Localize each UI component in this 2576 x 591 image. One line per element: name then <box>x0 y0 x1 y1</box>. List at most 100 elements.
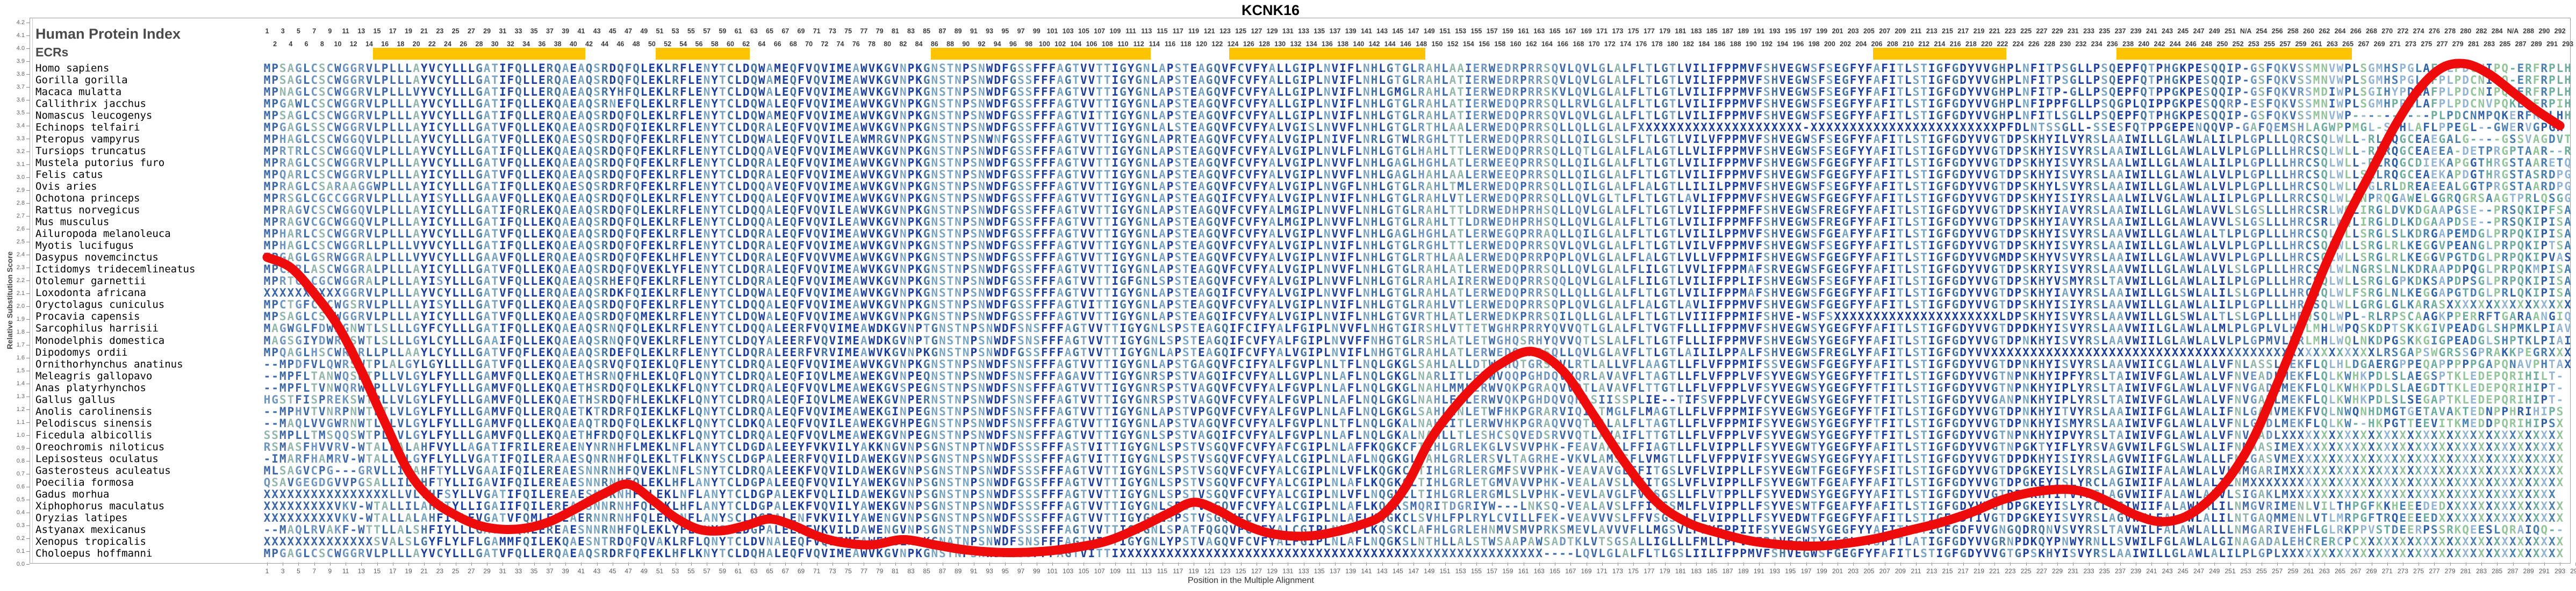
species-label: Dipodomys ordii <box>35 346 128 358</box>
x-tick-label: 241 <box>2146 567 2157 575</box>
ruler-number: 16 <box>381 40 389 48</box>
x-tick <box>1696 563 1697 566</box>
ruler-number: 214 <box>1934 40 1946 48</box>
x-tick-label: 159 <box>1502 567 1513 575</box>
x-tick-label: 115 <box>1157 567 1168 575</box>
x-tick <box>628 563 629 566</box>
ruler-number: 135 <box>1314 27 1325 35</box>
ruler-number: 261 <box>2310 40 2322 48</box>
ruler-number: 188 <box>1730 40 1741 48</box>
ruler-number: 167 <box>1565 27 1576 35</box>
y-tick <box>26 538 30 539</box>
x-tick <box>1052 563 1053 566</box>
ruler-number: 4 <box>289 40 293 48</box>
plot-border <box>30 18 2571 564</box>
x-tick-label: 231 <box>2068 567 2079 575</box>
sequence-row: --MPFLTVNWQRWTPLLVLGYLFYLLLGAMVFQLLEKQAE… <box>263 381 2564 394</box>
x-tick-label: 285 <box>2492 567 2503 575</box>
ruler-number: 60 <box>727 40 734 48</box>
ruler-number: 228 <box>2044 40 2055 48</box>
x-tick <box>581 563 582 566</box>
ruler-number: 48 <box>632 40 640 48</box>
species-label: Pteropus vampyrus <box>35 133 140 146</box>
ruler-number: 136 <box>1321 40 1333 48</box>
ruler-number: 165 <box>1549 27 1561 35</box>
y-tick <box>26 564 30 565</box>
sequence-row: MPSAGLCSCWGGRVLPLLLAYICYLLLGATVFQLLEKQAE… <box>263 310 2571 323</box>
y-tick <box>26 422 30 423</box>
ruler-number: 204 <box>1855 40 1867 48</box>
x-tick-label: 289 <box>2523 567 2534 575</box>
x-tick <box>2183 563 2184 566</box>
ruler-number: 287 <box>2515 40 2527 48</box>
ruler-number: 156 <box>1479 40 1490 48</box>
y-tick <box>26 216 30 217</box>
ruler-number: 177 <box>1643 27 1655 35</box>
x-tick-label: 53 <box>672 567 679 575</box>
y-tick <box>26 203 30 204</box>
x-tick-label: 117 <box>1173 567 1183 575</box>
y-tick-label: 1.7 <box>16 342 25 348</box>
ruler-number: 12 <box>349 40 357 48</box>
x-tick-label: 281 <box>2460 567 2471 575</box>
ruler-number: 128 <box>1259 40 1270 48</box>
ruler-number: 132 <box>1290 40 1302 48</box>
x-tick-label: 187 <box>1722 567 1733 575</box>
x-tick-label: 33 <box>514 567 522 575</box>
ruler-number: 35 <box>530 27 538 35</box>
x-tick-label: 275 <box>2413 567 2424 575</box>
x-tick <box>1570 563 1572 566</box>
ruler-number: 73 <box>828 27 836 35</box>
x-tick <box>848 563 849 566</box>
ruler-number: 220 <box>1981 40 1993 48</box>
species-label: Otolemur garnettii <box>35 275 146 287</box>
ruler-number: 247 <box>2193 27 2205 35</box>
ruler-number: 117 <box>1172 27 1183 35</box>
ruler-number: 97 <box>1017 27 1025 35</box>
x-tick-label: 137 <box>1329 567 1341 575</box>
x-tick-label: 237 <box>2114 567 2126 575</box>
ruler-number: 192 <box>1761 40 1773 48</box>
x-tick-label: 263 <box>2319 567 2330 575</box>
sequence-row: MPSAGLCSCWGGRVLPLLLAYVCYLLLGATIFQLLERQAE… <box>263 62 2571 75</box>
ruler-number: 163 <box>1533 27 1545 35</box>
ruler-number: 257 <box>2279 40 2291 48</box>
y-tick <box>26 177 30 178</box>
x-tick <box>1539 563 1540 566</box>
x-tick <box>2387 563 2388 566</box>
ruler-number: 278 <box>2444 27 2456 35</box>
ruler-number: 154 <box>1462 40 1474 48</box>
x-tick-label: 169 <box>1581 567 1592 575</box>
ruler-number: 176 <box>1635 40 1647 48</box>
x-tick-label: 143 <box>1376 567 1388 575</box>
sequence-row: XXXXXXXXXXXXXXSVALSLGYFLYLFLGAMMFQILEKQA… <box>263 535 2564 548</box>
ruler-number: 222 <box>1997 40 2008 48</box>
y-tick <box>26 74 30 75</box>
ruler-number: 55 <box>687 27 695 35</box>
y-tick-label: 3.0 <box>16 174 25 181</box>
x-tick-label: 85 <box>923 567 930 575</box>
x-tick <box>1366 563 1367 566</box>
x-tick <box>2277 563 2278 566</box>
x-tick-label: 49 <box>640 567 648 575</box>
y-tick-label: 1.3 <box>16 393 25 400</box>
ruler-number: 72 <box>821 40 829 48</box>
species-label: Pelodiscus sinensis <box>35 417 153 429</box>
x-tick-label: 239 <box>2130 567 2142 575</box>
ruler-number: 36 <box>538 40 546 48</box>
ruler-number: 203 <box>1847 27 1859 35</box>
ruler-number: 241 <box>2146 27 2157 35</box>
x-tick <box>1806 563 1807 566</box>
ruler-number: 226 <box>2028 40 2040 48</box>
ruler-number: 3 <box>281 27 285 35</box>
x-tick-label: 293 <box>2555 567 2566 575</box>
y-tick <box>26 164 30 165</box>
ruler-number: 27 <box>467 27 475 35</box>
x-tick <box>1382 563 1383 566</box>
x-tick-label: 27 <box>468 567 475 575</box>
ruler-number: 42 <box>585 40 593 48</box>
sequence-row: MPRSGLCGCCGGRVLPLLLAYISYLLLGAAVFQLLEKQAE… <box>263 192 2571 205</box>
ruler-number: 54 <box>679 40 687 48</box>
sequence-row: -IMARFHAMRV-WTALLVLGYFLYLLVGATIFQILERAAE… <box>263 452 2564 465</box>
